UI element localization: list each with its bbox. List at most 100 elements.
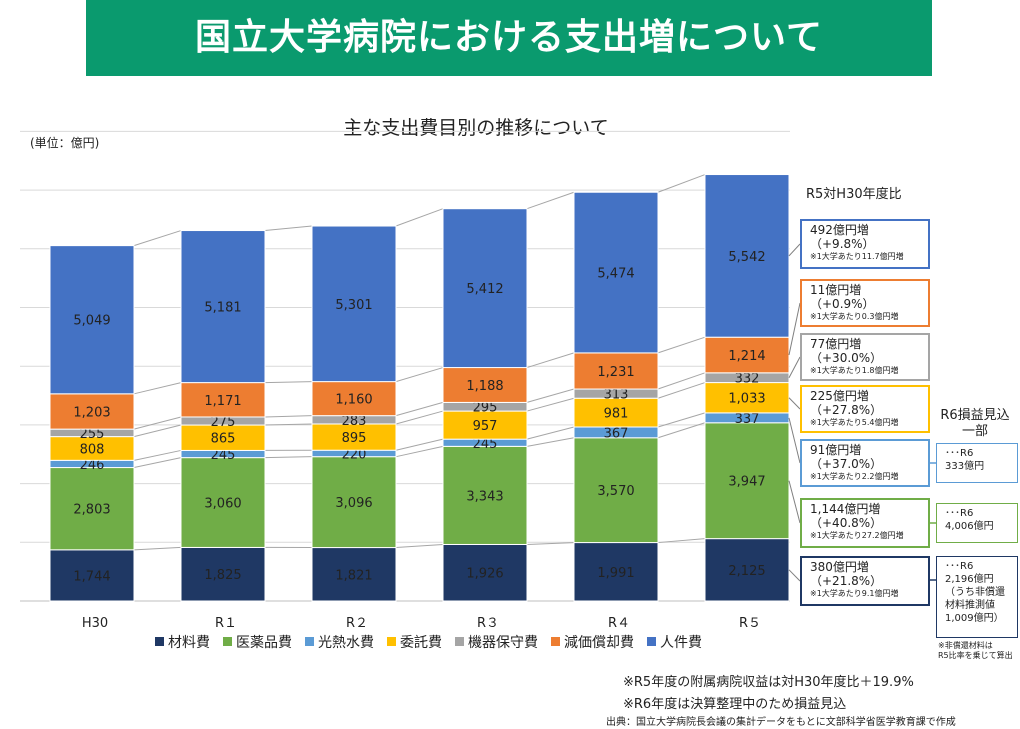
comparison-percent: （+40.8%） bbox=[810, 516, 883, 531]
comparison-per-university: ※1大学あたり9.1億円増 bbox=[810, 588, 899, 598]
series-connector-line bbox=[526, 397, 575, 412]
source-note: 出典：国立大学病院長会議の集計データをもとに文部科学省医学教育課で作成 bbox=[606, 717, 956, 728]
data-label: 295 bbox=[473, 401, 498, 416]
comparison-box-医薬品費: 1,144億円増 （+40.8%） ※1大学あたり27.2億円増 bbox=[800, 498, 930, 548]
bar-segment-人件費 bbox=[49, 245, 135, 395]
bar-segment-医薬品費 bbox=[704, 422, 790, 540]
bar-segment-医薬品費 bbox=[442, 445, 528, 545]
series-connector-line bbox=[264, 456, 313, 459]
comparison-percent: （+0.9%） bbox=[810, 297, 875, 312]
series-connector-line bbox=[133, 230, 182, 247]
data-label: 895 bbox=[342, 431, 367, 446]
data-label: 332 bbox=[735, 372, 760, 387]
data-label: 283 bbox=[342, 414, 367, 429]
legend-swatch-委託費 bbox=[387, 637, 396, 646]
series-connector-line bbox=[395, 543, 444, 549]
data-label: 3,343 bbox=[466, 489, 503, 504]
data-label: 3,947 bbox=[728, 475, 765, 490]
x-tick-label: R５ bbox=[739, 616, 761, 631]
series-connector-line bbox=[395, 445, 444, 458]
series-connector-line bbox=[526, 426, 575, 440]
data-label: 5,301 bbox=[335, 298, 372, 313]
legend-label: 委託費 bbox=[400, 635, 442, 651]
series-connector-line bbox=[395, 208, 444, 227]
bar-segment-減価償却費 bbox=[704, 336, 790, 374]
r6-box-医薬品費: ･･･R6 4,006億円 bbox=[936, 503, 1018, 543]
data-label: 981 bbox=[604, 407, 629, 422]
data-label: 2,125 bbox=[728, 564, 765, 579]
series-connector-line bbox=[133, 546, 182, 551]
bar-segment-材料費 bbox=[49, 549, 135, 602]
bar-segment-材料費 bbox=[442, 543, 528, 602]
comparison-amount: 11億円増 bbox=[810, 283, 862, 297]
data-label: 255 bbox=[80, 427, 105, 442]
chart-subtitle: 主な支出費目別の推移について bbox=[343, 117, 608, 139]
bar-segment-材料費 bbox=[180, 546, 266, 602]
legend-swatch-減価償却費 bbox=[551, 637, 560, 646]
data-label: 246 bbox=[80, 458, 105, 473]
r6-box-光熱水費: ･･･R6 333億円 bbox=[936, 443, 1018, 483]
comparison-amount: 91億円増 bbox=[810, 443, 862, 457]
comparison-box-材料費: 380億円増 （+21.8%） ※1大学あたり9.1億円増 bbox=[800, 556, 930, 606]
legend-label: 機器保守費 bbox=[468, 635, 538, 651]
comparison-box-委託費: 225億円増 （+27.8%） ※1大学あたり5.4億円増 bbox=[800, 385, 930, 433]
data-label: 1,171 bbox=[204, 394, 241, 409]
legend-swatch-医薬品費 bbox=[223, 637, 232, 646]
data-label: 5,542 bbox=[728, 250, 765, 265]
data-label: 3,060 bbox=[204, 497, 241, 512]
legend-swatch-光熱水費 bbox=[305, 637, 314, 646]
series-connector-line bbox=[657, 336, 706, 354]
comparison-percent: （+37.0%） bbox=[810, 457, 883, 472]
data-label: 1,203 bbox=[73, 405, 110, 420]
data-label: 1,214 bbox=[728, 349, 765, 364]
data-label: 245 bbox=[473, 437, 498, 452]
r6-box-材料費: ･･･R6 2,196億円 （うち非償還 材料推測値 1,009億円） bbox=[936, 556, 1018, 638]
bar-segment-医薬品費 bbox=[180, 457, 266, 548]
x-tick-label: R４ bbox=[608, 616, 630, 631]
data-label: 5,412 bbox=[466, 282, 503, 297]
bar-segment-人件費 bbox=[442, 208, 528, 369]
bar-segment-減価償却費 bbox=[442, 367, 528, 403]
data-label: 3,096 bbox=[335, 496, 372, 511]
data-label: 957 bbox=[473, 419, 498, 434]
data-label: 313 bbox=[604, 388, 629, 403]
data-label: 1,744 bbox=[73, 569, 110, 584]
bar-segment-医薬品費 bbox=[311, 456, 397, 549]
data-label: 5,181 bbox=[204, 301, 241, 316]
comparison-box-減価償却費: 11億円増 （+0.9%） ※1大学あたり0.3億円増 bbox=[800, 279, 930, 327]
bar-segment-委託費 bbox=[442, 410, 528, 440]
legend-label: 減価償却費 bbox=[564, 634, 634, 651]
bar-segment-委託費 bbox=[180, 424, 266, 451]
title-banner: 国立大学病院における支出増について bbox=[86, 0, 932, 76]
legend-swatch-材料費 bbox=[155, 637, 164, 646]
series-connector-line bbox=[657, 538, 706, 544]
data-label: 220 bbox=[342, 447, 367, 462]
comparison-leader-line bbox=[788, 480, 801, 524]
series-connector-line bbox=[133, 382, 182, 395]
comparison-box-人件費: 492億円増 （+9.8%） ※1大学あたり11.7億円増 bbox=[800, 219, 930, 269]
data-label: 275 bbox=[211, 415, 236, 430]
data-label: 245 bbox=[211, 448, 236, 463]
data-label: 1,160 bbox=[335, 393, 372, 408]
bar-segment-減価償却費 bbox=[573, 352, 659, 390]
comparison-amount: 380億円増 bbox=[810, 560, 869, 574]
series-connector-line bbox=[657, 174, 706, 193]
x-tick-label: R１ bbox=[215, 616, 237, 631]
r6-heading: R6損益見込 一部 bbox=[940, 408, 1010, 440]
series-connector-line bbox=[657, 382, 706, 399]
bar-segment-委託費 bbox=[573, 397, 659, 428]
x-tick-label: R２ bbox=[346, 616, 368, 631]
comparison-leader-line bbox=[788, 302, 801, 356]
comparison-amount: 1,144億円増 bbox=[810, 502, 881, 516]
bar-segment-人件費 bbox=[180, 230, 266, 384]
bar-segment-材料費 bbox=[573, 542, 659, 602]
bar-segment-材料費 bbox=[704, 538, 790, 602]
data-label: 5,474 bbox=[597, 267, 634, 282]
bar-segment-減価償却費 bbox=[311, 381, 397, 417]
comparison-leader-line bbox=[788, 356, 801, 378]
legend-label: 人件費 bbox=[660, 635, 702, 651]
series-connector-line bbox=[133, 457, 182, 469]
series-connector-line bbox=[395, 438, 444, 451]
comparison-leader-line bbox=[788, 569, 801, 582]
